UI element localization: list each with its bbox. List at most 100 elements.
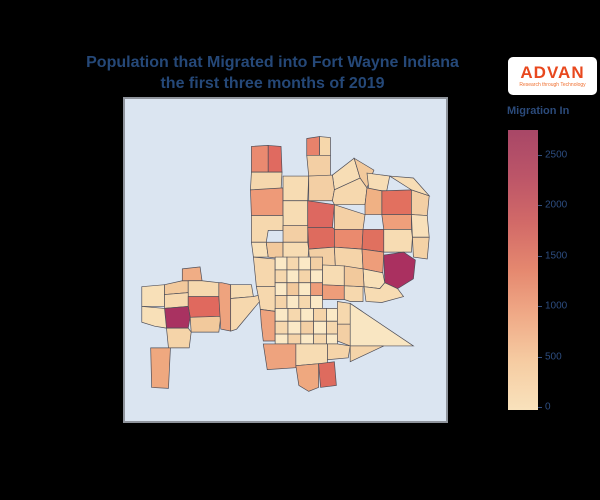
colorbar-tick-label: 1000 (545, 300, 568, 312)
census-tract (310, 295, 323, 309)
colorbar-tick (538, 155, 542, 156)
colorbar-label: Migration In (507, 105, 570, 117)
census-tract (300, 333, 314, 345)
colorbar (508, 130, 538, 410)
census-tract (295, 363, 319, 392)
census-tract (366, 172, 391, 192)
census-tract (322, 264, 345, 287)
census-tract (383, 251, 416, 290)
census-tract (141, 306, 167, 329)
census-tract (218, 282, 232, 332)
census-tract (286, 256, 300, 271)
census-tract (364, 187, 383, 215)
colorbar-tick (538, 255, 542, 257)
census-tract (282, 225, 309, 243)
census-tract (306, 154, 331, 177)
census-tract (381, 189, 412, 215)
census-tract (389, 175, 431, 197)
census-tract (251, 145, 269, 173)
census-tract (381, 214, 412, 230)
census-tract (287, 333, 302, 345)
census-tract (181, 266, 203, 282)
colorbar-tick (538, 356, 542, 358)
census-tract (287, 320, 302, 335)
census-tract (255, 286, 276, 312)
census-tract (230, 284, 254, 299)
census-tract (300, 308, 314, 322)
census-tract (383, 229, 413, 253)
census-tract (298, 295, 312, 309)
census-tract (334, 229, 364, 250)
census-tract (286, 282, 300, 296)
census-tract (326, 333, 338, 345)
colorbar-tick-label: 2500 (545, 149, 568, 161)
city-map (141, 136, 431, 392)
advan-logo-tagline: Research through Technology (519, 82, 586, 88)
census-tract (334, 204, 366, 230)
census-tract (298, 269, 312, 284)
page-title-line1: Population that Migrated into Fort Wayne… (86, 54, 459, 71)
census-tract (343, 265, 365, 288)
census-tract (327, 343, 351, 361)
census-tract (164, 280, 189, 295)
colorbar-tick-label: 500 (545, 351, 562, 363)
colorbar-tick (538, 205, 542, 207)
colorbar-tick (538, 407, 542, 408)
census-tract (307, 227, 335, 250)
census-tract (267, 145, 283, 173)
census-tract (349, 302, 415, 347)
census-tract (250, 187, 284, 216)
census-tract (319, 136, 331, 156)
census-tract (164, 292, 189, 309)
colorbar-tick (538, 306, 542, 308)
colorbar-tick-label: 2000 (545, 199, 568, 211)
census-tract (250, 171, 283, 191)
census-tract (150, 347, 171, 389)
census-tract (361, 229, 385, 253)
census-tract (189, 315, 222, 333)
census-tract (298, 282, 312, 296)
page-title: Population that Migrated into Fort Wayne… (20, 52, 525, 94)
map-panel (123, 97, 448, 423)
census-tract (313, 308, 327, 322)
census-tract (308, 174, 335, 202)
census-tract (282, 200, 309, 226)
census-tract (274, 308, 289, 322)
census-tract (286, 269, 300, 284)
census-tract (141, 284, 165, 307)
census-tract (265, 241, 284, 260)
census-tract (318, 361, 337, 388)
census-tract (349, 345, 384, 363)
census-tract (310, 256, 323, 271)
census-tract (298, 256, 312, 271)
census-tract (187, 280, 220, 297)
census-tract (306, 136, 320, 156)
census-tract (274, 256, 288, 271)
census-tract (262, 343, 297, 371)
census-tract (164, 306, 191, 329)
census-tract (313, 333, 327, 345)
census-tract (322, 284, 345, 300)
census-tract (343, 285, 364, 302)
census-tract (313, 320, 327, 335)
census-tract (274, 320, 289, 335)
census-tract (412, 236, 430, 260)
census-tract (295, 343, 328, 367)
census-tract (310, 282, 323, 296)
census-tract (274, 295, 288, 309)
colorbar-tick-label: 0 (545, 401, 551, 413)
census-tract (253, 256, 276, 288)
census-tract (259, 308, 276, 342)
census-tract (286, 295, 300, 309)
census-tract (187, 296, 222, 318)
census-tract (274, 333, 289, 345)
census-tract (307, 200, 335, 228)
census-tract (310, 269, 323, 284)
census-tract (230, 293, 268, 332)
census-tract (251, 215, 284, 243)
page-title-line2: the first three months of 2019 (160, 75, 385, 92)
advan-logo: ADVAN Research through Technology (508, 57, 597, 95)
census-tract (411, 214, 430, 238)
advan-logo-text: ADVAN (520, 63, 585, 82)
